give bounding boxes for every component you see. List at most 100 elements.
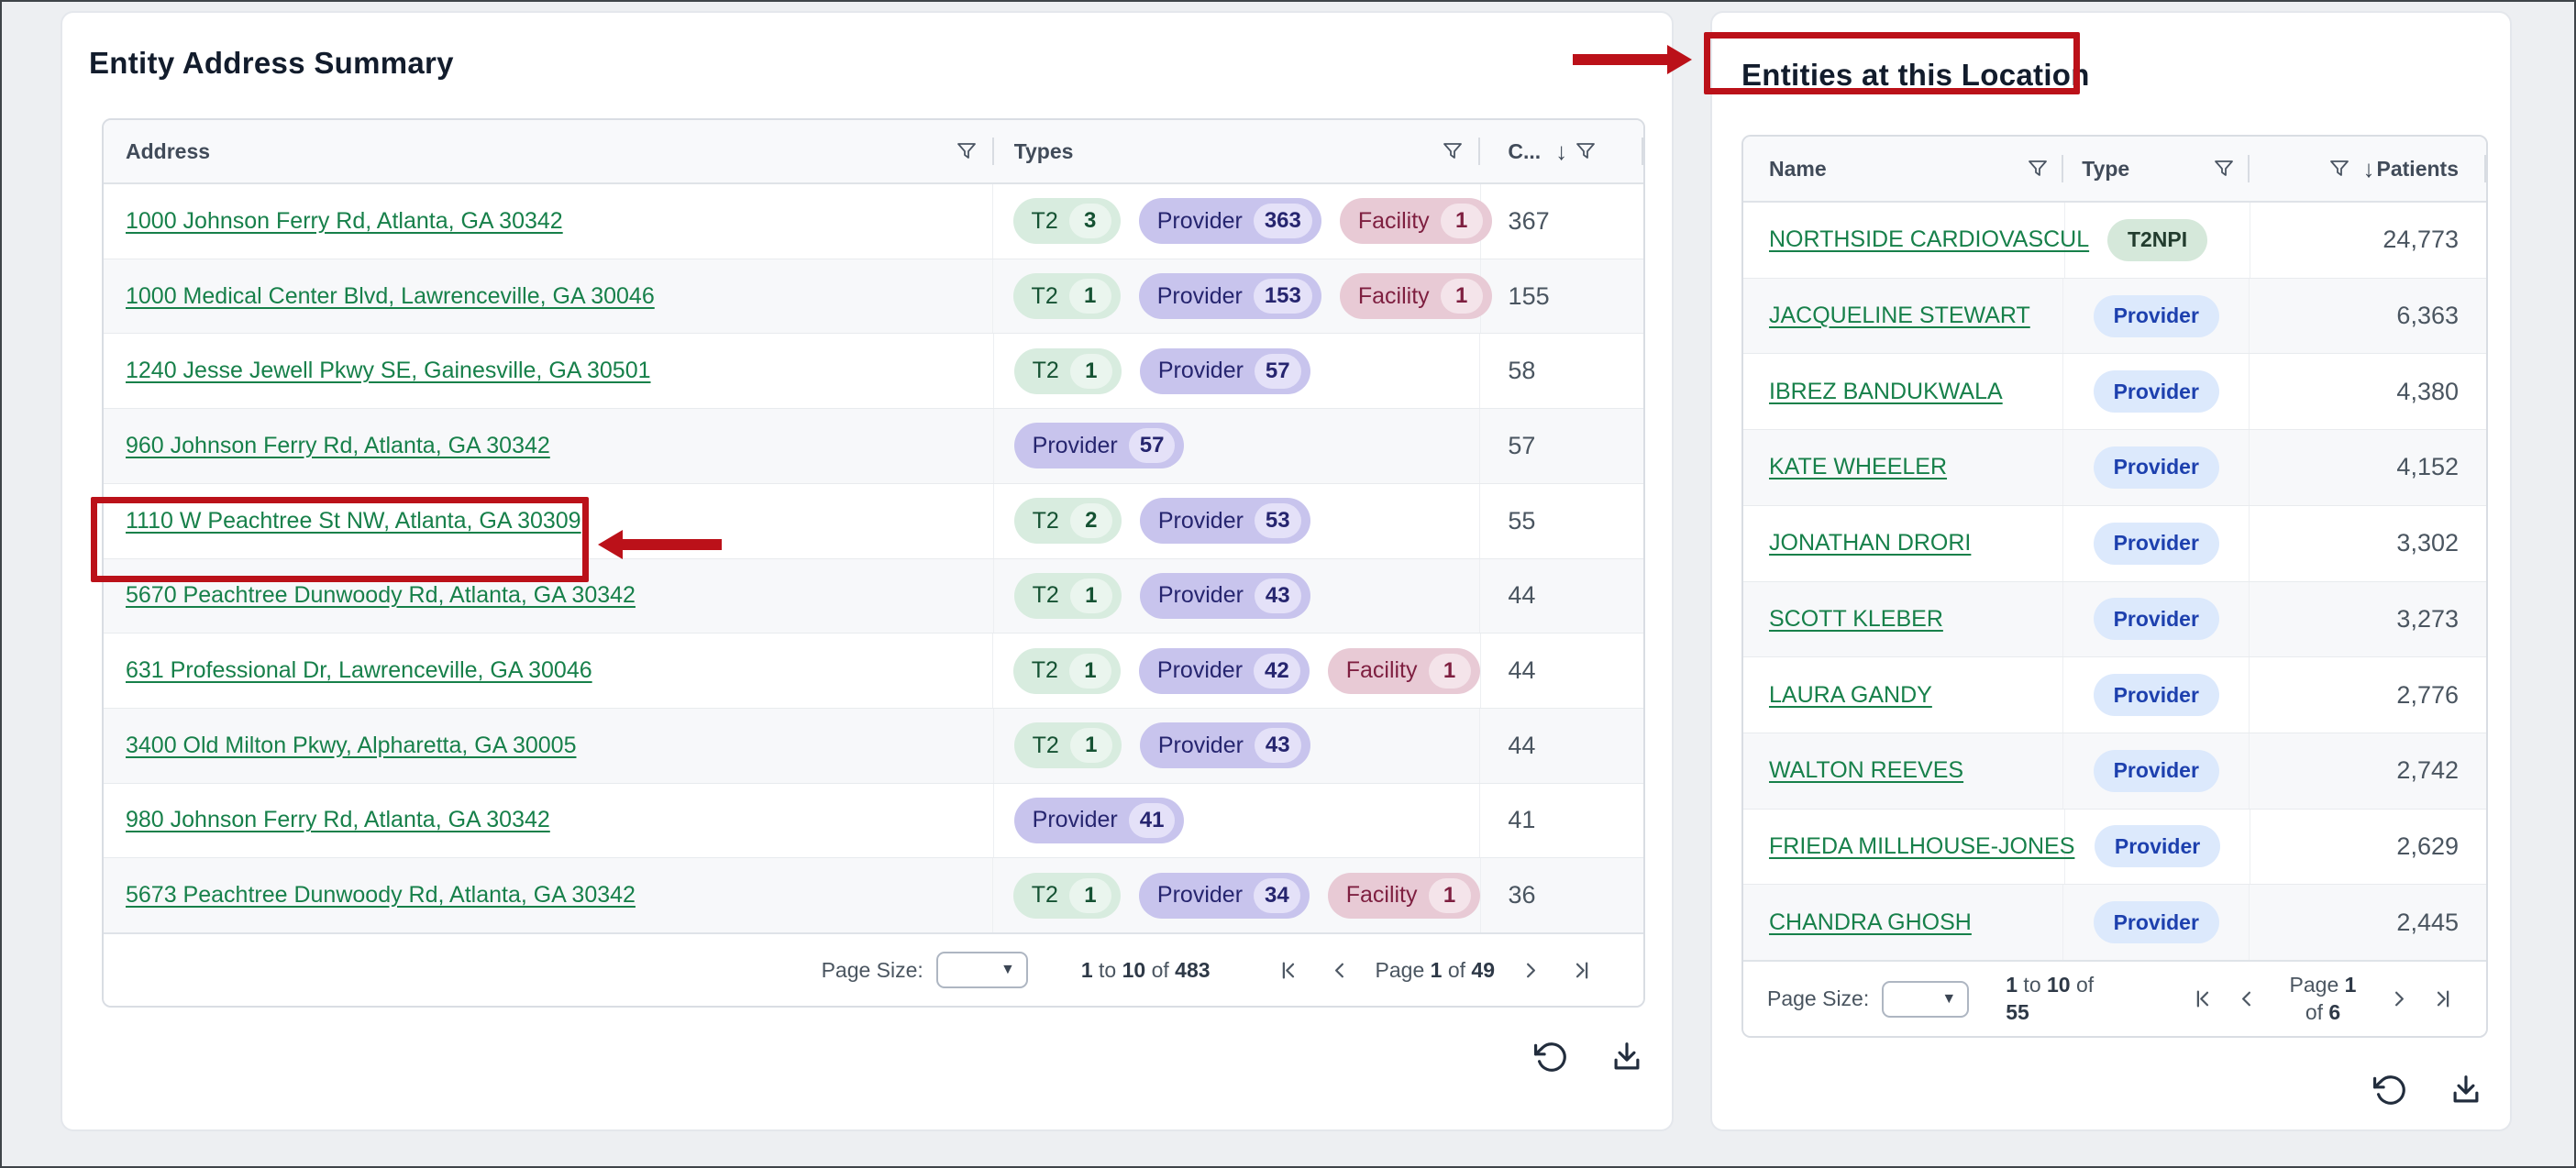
column-header-name[interactable]: Name — [1743, 137, 2063, 201]
entity-name-link[interactable]: WALTON REEVES — [1769, 757, 1964, 784]
entity-name-link[interactable]: CHANDRA GHOSH — [1769, 909, 1972, 935]
entity-name-link[interactable]: JACQUELINE STEWART — [1769, 303, 2030, 329]
entity-name-link[interactable]: KATE WHEELER — [1769, 454, 1948, 480]
badge-count: 43 — [1254, 728, 1301, 764]
prev-page-button[interactable] — [2234, 986, 2259, 1011]
address-link[interactable]: 5673 Peachtree Dunwoody Rd, Atlanta, GA … — [126, 882, 636, 909]
badge-count: 1 — [1440, 204, 1483, 239]
page-size-label: Page Size: — [1767, 986, 1870, 1010]
address-link[interactable]: 3400 Old Milton Pkwy, Alpharetta, GA 300… — [126, 732, 577, 758]
badge-label: T2 — [1031, 882, 1058, 909]
filter-icon[interactable] — [1575, 140, 1597, 162]
filter-icon[interactable] — [2213, 158, 2235, 180]
type-cell: Provider — [2063, 733, 2250, 809]
types-cell: Provider 57 — [994, 409, 1481, 483]
entity-name-link[interactable]: JONATHAN DRORI — [1769, 530, 1972, 556]
last-page-button[interactable] — [2430, 986, 2455, 1011]
column-header-address[interactable]: Address — [104, 120, 994, 182]
download-button[interactable] — [1609, 1040, 1644, 1077]
page-indicator-text: Page 1 of 6 — [2289, 972, 2357, 1024]
address-link[interactable]: 1110 W Peachtree St NW, Atlanta, GA 3030… — [126, 507, 581, 534]
entity-table-row: JONATHAN DRORI Provider 3,302 — [1743, 505, 2486, 582]
column-label-patients: Patients — [2376, 156, 2459, 181]
filter-icon[interactable] — [2328, 158, 2350, 180]
type-badge-t2: T2 1 — [1012, 273, 1121, 320]
refresh-button[interactable] — [2373, 1073, 2408, 1110]
address-link[interactable]: 980 Johnson Ferry Rd, Atlanta, GA 30342 — [126, 807, 550, 833]
address-link[interactable]: 1240 Jesse Jewell Pkwy SE, Gainesville, … — [126, 358, 651, 384]
last-page-button[interactable] — [1569, 958, 1594, 983]
badge-count: 1 — [1428, 877, 1471, 913]
address-table-body: 1000 Johnson Ferry Rd, Atlanta, GA 30342… — [104, 184, 1643, 933]
patients-value: 24,773 — [2383, 226, 2459, 254]
badge-count: 1 — [1440, 279, 1483, 314]
address-link[interactable]: 5670 Peachtree Dunwoody Rd, Atlanta, GA … — [126, 582, 636, 609]
column-header-count[interactable]: C... ↓ — [1480, 120, 1643, 182]
refresh-button[interactable] — [1534, 1040, 1569, 1077]
entity-table-row: IBREZ BANDUKWALA Provider 4,380 — [1743, 354, 2486, 431]
address-link[interactable]: 960 Johnson Ferry Rd, Atlanta, GA 30342 — [126, 432, 550, 458]
types-cell: T2 1 Provider 42 Facility 1 — [993, 634, 1481, 708]
prev-page-button[interactable] — [1327, 958, 1352, 983]
entity-name-link[interactable]: FRIEDA MILLHOUSE-JONES — [1769, 832, 2075, 859]
badge-label: Provider — [1156, 882, 1244, 909]
type-cell: Provider — [2063, 354, 2250, 430]
next-page-button[interactable] — [1519, 958, 1543, 983]
download-button[interactable] — [2449, 1073, 2483, 1110]
entity-name-link[interactable]: SCOTT KLEBER — [1769, 605, 1943, 632]
type-badge-provider: Provider 41 — [1013, 797, 1185, 843]
address-table-row: 5670 Peachtree Dunwoody Rd, Atlanta, GA … — [104, 558, 1643, 634]
entity-table-row: LAURA GANDY Provider 2,776 — [1743, 657, 2486, 733]
badge-label: Provider — [1157, 732, 1244, 758]
entities-table-header: Name Type ↓ — [1743, 137, 2486, 203]
types-cell: T2 1 Provider 43 — [994, 558, 1481, 634]
next-page-button[interactable] — [2387, 986, 2412, 1011]
type-badge-provider: Provider 57 — [1139, 347, 1310, 394]
count-value: 367 — [1508, 206, 1550, 235]
column-header-types[interactable]: Types — [994, 120, 1481, 182]
sort-desc-icon[interactable]: ↓ — [2362, 154, 2375, 182]
filter-icon[interactable] — [956, 140, 978, 162]
column-header-patients[interactable]: ↓ Patients — [2250, 137, 2486, 201]
types-cell: T2 1 Provider 43 — [994, 708, 1481, 783]
first-page-button[interactable] — [2191, 986, 2216, 1011]
entity-table-row: FRIEDA MILLHOUSE-JONES Provider 2,629 — [1743, 809, 2486, 886]
first-page-button[interactable] — [1277, 958, 1301, 983]
type-cell: T2NPI — [2065, 203, 2251, 278]
type-cell: Provider — [2063, 505, 2250, 581]
type-badge-facility: Facility 1 — [1339, 198, 1492, 245]
address-link[interactable]: 1000 Medical Center Blvd, Lawrenceville,… — [126, 282, 655, 309]
page-size-select[interactable]: ▼ — [1882, 980, 1970, 1018]
badge-label: T2 — [1032, 358, 1059, 384]
badge-count: 42 — [1254, 653, 1300, 689]
type-badge-t2: T2 2 — [1013, 498, 1122, 545]
type-pill-provider: Provider — [2093, 370, 2219, 413]
dropdown-arrow-icon: ▼ — [1941, 990, 1957, 1007]
type-pill-provider: Provider — [2093, 749, 2219, 792]
type-pill-provider: Provider — [2093, 598, 2219, 641]
address-table-row: 5673 Peachtree Dunwoody Rd, Atlanta, GA … — [104, 858, 1643, 933]
column-label-type: Type — [2082, 156, 2130, 181]
types-cell: T2 1 Provider 34 Facility 1 — [993, 858, 1481, 933]
type-badge-t2: T2 1 — [1012, 647, 1121, 694]
types-cell: T2 1 Provider 57 — [994, 334, 1481, 409]
page-size-select[interactable]: ▼ — [935, 952, 1028, 988]
entity-name-link[interactable]: NORTHSIDE CARDIOVASCUL — [1769, 226, 2090, 253]
entity-name-link[interactable]: LAURA GANDY — [1769, 681, 1932, 708]
badge-count: 53 — [1254, 503, 1301, 539]
entity-name-link[interactable]: IBREZ BANDUKWALA — [1769, 378, 2003, 404]
sort-desc-icon[interactable]: ↓ — [1555, 137, 1568, 165]
badge-label: Provider — [1032, 432, 1118, 458]
filter-icon[interactable] — [2027, 158, 2049, 180]
address-table-row: 3400 Old Milton Pkwy, Alpharetta, GA 300… — [104, 708, 1643, 784]
address-link[interactable]: 631 Professional Dr, Lawrenceville, GA 3… — [126, 657, 592, 684]
address-table-row: 960 Johnson Ferry Rd, Atlanta, GA 30342 … — [104, 409, 1643, 484]
entities-table: Name Type ↓ — [1741, 135, 2488, 1038]
address-link[interactable]: 1000 Johnson Ferry Rd, Atlanta, GA 30342 — [126, 207, 563, 234]
address-table-row: 1000 Medical Center Blvd, Lawrenceville,… — [104, 259, 1643, 335]
patients-value: 3,273 — [2396, 604, 2459, 633]
filter-icon[interactable] — [1442, 140, 1464, 162]
type-badge-provider: Provider 34 — [1138, 872, 1310, 919]
column-header-type[interactable]: Type — [2063, 137, 2250, 201]
badge-label: Facility — [1357, 282, 1430, 309]
